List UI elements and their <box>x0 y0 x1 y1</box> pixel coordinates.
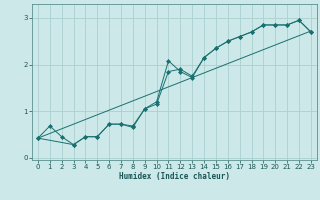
X-axis label: Humidex (Indice chaleur): Humidex (Indice chaleur) <box>119 172 230 181</box>
